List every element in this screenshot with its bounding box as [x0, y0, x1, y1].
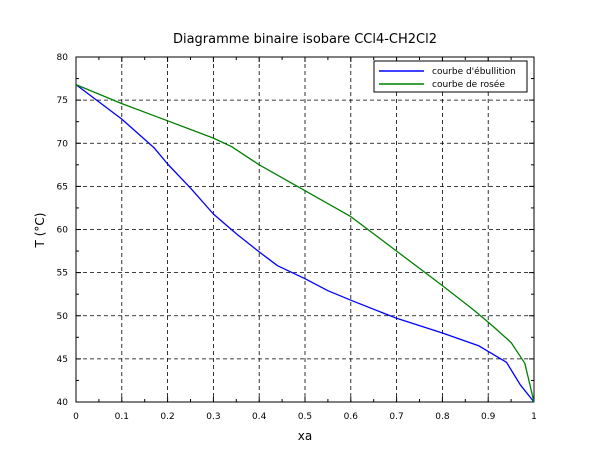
y-tick-label: 75: [57, 96, 68, 106]
x-tick-label: 0.4: [252, 412, 267, 422]
chart-title: Diagramme binaire isobare CCl4-CH2Cl2: [173, 32, 437, 47]
x-axis-title: xa: [298, 429, 312, 443]
y-tick-label: 45: [57, 355, 68, 365]
legend-label: courbe de rosée: [432, 79, 505, 90]
legend-box: [373, 60, 528, 93]
x-tick-label: 0.5: [298, 412, 312, 422]
x-tick-label: 0.8: [435, 412, 450, 422]
y-tick-label: 55: [57, 269, 68, 279]
y-tick-label: 40: [57, 398, 69, 408]
x-tick-label: 0: [73, 412, 79, 422]
y-tick-label: 80: [57, 53, 69, 63]
y-tick-label: 65: [57, 182, 68, 192]
x-tick-label: 0.6: [344, 412, 359, 422]
y-tick-label: 70: [57, 139, 69, 149]
grid: [76, 57, 534, 402]
y-axis-title: T (°C): [33, 213, 47, 249]
axes: 0 0.1 0.2 0.3 0.4 0.5 0.6 0.7 0.8 0.9 1 40 45 50 55 60 6…: [57, 53, 537, 422]
x-tick-label: 0.7: [389, 412, 403, 422]
legend-label: courbe d'ébullition: [432, 66, 516, 77]
x-tick-label: 0.3: [206, 412, 220, 422]
x-tick-label: 0.1: [115, 412, 129, 422]
x-tick-label: 0.2: [160, 412, 174, 422]
x-tick-label: 0.9: [481, 412, 496, 422]
legend: courbe d'ébullition courbe de rosée: [373, 60, 528, 93]
series: [75, 83, 535, 403]
y-tick-label: 50: [57, 312, 69, 322]
series-line-2: [75, 83, 535, 403]
y-tick-label: 60: [57, 226, 69, 236]
series-line-1: [75, 84, 535, 403]
x-tick-label: 1: [531, 412, 537, 422]
